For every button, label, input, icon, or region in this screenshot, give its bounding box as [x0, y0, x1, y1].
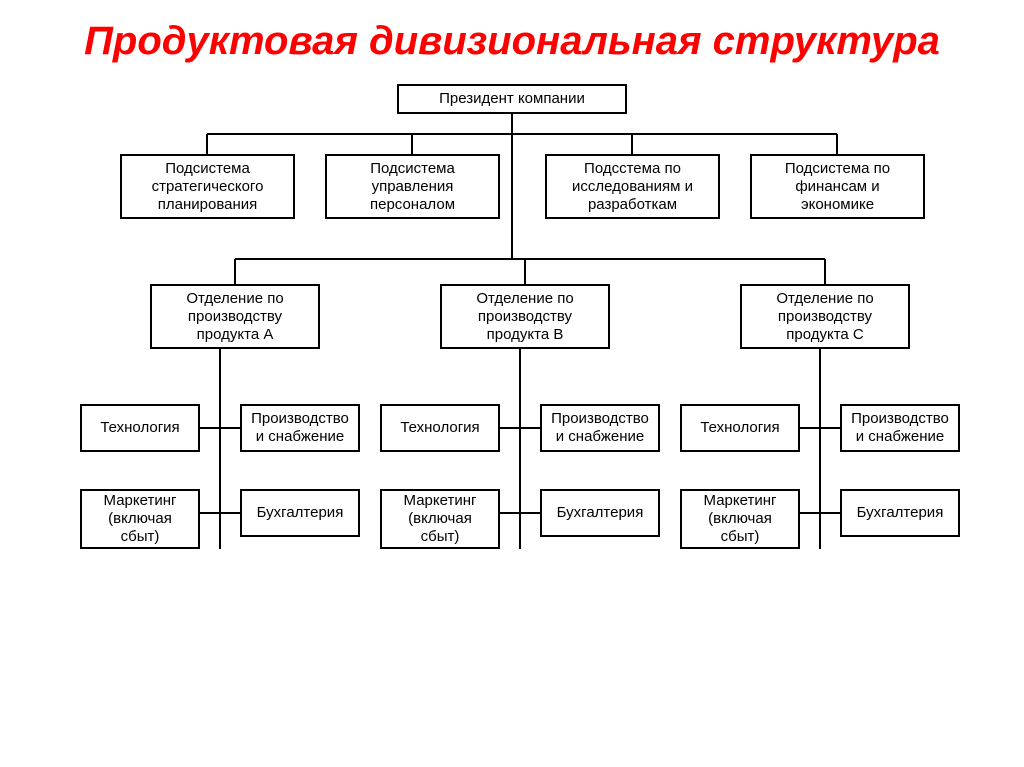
box-president: Президент компании	[397, 84, 627, 114]
box-div-c: Отделение по производству продукта С	[740, 284, 910, 349]
box-sub-personnel: Подсистема управления персоналом	[325, 154, 500, 219]
box-b-mkt: Маркетинг (включая сбыт)	[380, 489, 500, 549]
box-b-prod: Производство и снабжение	[540, 404, 660, 452]
box-sub-research: Подсстема по исследованиям и разработкам	[545, 154, 720, 219]
box-a-prod: Производство и снабжение	[240, 404, 360, 452]
box-div-a: Отделение по производству продукта А	[150, 284, 320, 349]
box-b-acc: Бухгалтерия	[540, 489, 660, 537]
box-c-mkt: Маркетинг (включая сбыт)	[680, 489, 800, 549]
box-c-tech: Технология	[680, 404, 800, 452]
box-b-tech: Технология	[380, 404, 500, 452]
box-a-acc: Бухгалтерия	[240, 489, 360, 537]
box-a-tech: Технология	[80, 404, 200, 452]
box-a-mkt: Маркетинг (включая сбыт)	[80, 489, 200, 549]
box-sub-finance: Подсистема по финансам и экономике	[750, 154, 925, 219]
box-div-b: Отделение по производству продукта В	[440, 284, 610, 349]
box-c-acc: Бухгалтерия	[840, 489, 960, 537]
org-chart: Президент компании Подсистема стратегиче…	[0, 74, 1024, 724]
page-title: Продуктовая дивизиональная структура	[0, 0, 1024, 74]
box-c-prod: Производство и снабжение	[840, 404, 960, 452]
box-sub-strategic: Подсистема стратегического планирования	[120, 154, 295, 219]
